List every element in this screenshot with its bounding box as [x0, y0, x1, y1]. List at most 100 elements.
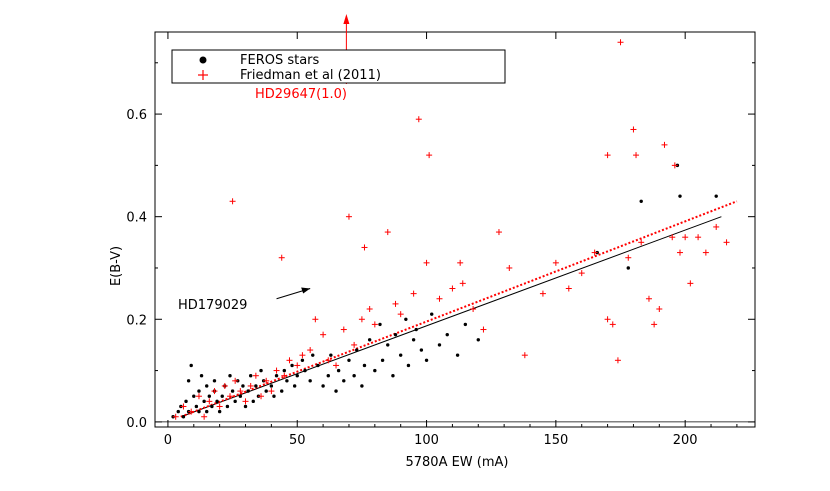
legend-label-feros: FEROS stars	[240, 53, 320, 68]
friedman-point	[609, 321, 616, 328]
friedman-point	[366, 306, 373, 313]
friedman-point	[294, 362, 301, 369]
feros-point	[272, 394, 276, 398]
friedman-point	[415, 116, 422, 123]
feros-point	[176, 409, 180, 414]
feros-point	[360, 384, 364, 388]
feros-point	[233, 399, 237, 404]
feros-point	[197, 409, 201, 414]
friedman-point	[392, 300, 399, 307]
feros-point	[386, 343, 390, 347]
friedman-point	[340, 326, 347, 333]
friedman-point	[651, 321, 658, 328]
feros-point	[411, 338, 416, 342]
fit-lines	[180, 200, 738, 418]
friedman-point	[273, 367, 280, 374]
friedman-point	[687, 280, 694, 287]
feros-point	[380, 358, 385, 363]
feros-point	[362, 363, 367, 368]
feros-point	[393, 332, 398, 337]
feros-point	[189, 363, 193, 368]
friedman-point	[371, 321, 378, 328]
feros-point	[303, 368, 307, 373]
friedman-point	[237, 388, 244, 395]
feros-point	[181, 415, 186, 419]
friedman-point	[625, 254, 632, 261]
x-tick-label: 200	[673, 433, 698, 448]
friedman-point	[645, 295, 652, 302]
feros-point	[336, 368, 341, 373]
feros-point	[639, 199, 643, 203]
feros-point	[334, 389, 338, 393]
hd29647-label: HD29647(1.0)	[255, 87, 347, 102]
friedman-point	[495, 229, 502, 236]
feros-point	[192, 394, 196, 398]
friedman-point	[457, 259, 464, 266]
feros-point	[342, 379, 346, 383]
feros-point	[352, 374, 356, 378]
friedman-point	[552, 259, 559, 266]
plot-frame	[154, 31, 756, 428]
feros-point	[199, 374, 204, 378]
friedman-point	[384, 229, 391, 236]
feros-point	[455, 353, 460, 357]
feros-point	[246, 389, 250, 393]
feros-point	[414, 327, 418, 332]
feros-point	[254, 384, 258, 388]
friedman-point	[172, 413, 179, 420]
friedman-point	[506, 264, 513, 271]
data-points	[171, 39, 730, 420]
friedman-point	[307, 347, 314, 354]
friedman-point	[263, 377, 270, 384]
feros-point	[251, 399, 255, 404]
friedman-fit-line	[180, 200, 738, 418]
friedman-point	[206, 398, 213, 405]
feros-point	[290, 363, 294, 368]
friedman-point	[299, 352, 306, 359]
friedman-point	[702, 249, 709, 256]
friedman-point	[449, 285, 456, 292]
feros-point	[398, 353, 403, 357]
y-tick-label: 0.6	[126, 108, 147, 123]
feros-point	[329, 353, 333, 357]
friedman-point	[211, 388, 218, 395]
hd29647-arrowhead	[343, 14, 350, 24]
feros-point	[194, 404, 199, 409]
friedman-point	[351, 341, 358, 348]
x-axis-title: 5780A EW (mA)	[405, 455, 508, 470]
friedman-point	[286, 357, 293, 364]
friedman-point	[312, 316, 319, 323]
friedman-point	[268, 388, 275, 395]
feros-point	[419, 348, 424, 352]
friedman-point	[669, 234, 676, 241]
feros-point	[311, 353, 315, 357]
feros-point	[437, 343, 442, 347]
feros-point	[316, 363, 320, 368]
friedman-point	[661, 141, 668, 148]
legend-marker-friedman	[198, 70, 208, 80]
feros-point	[228, 374, 232, 378]
friedman-point	[723, 239, 730, 246]
friedman-point	[221, 382, 228, 389]
hd179029-label: HD179029	[178, 298, 247, 313]
friedman-point	[480, 326, 487, 333]
friedman-point	[281, 372, 288, 379]
friedman-point	[258, 393, 265, 400]
friedman-point	[630, 126, 637, 133]
feros-point	[300, 358, 305, 363]
feros-point	[274, 374, 279, 378]
feros-point	[406, 363, 411, 368]
feros-point	[217, 409, 222, 414]
friedman-point	[638, 239, 645, 246]
feros-point	[264, 389, 268, 393]
friedman-point	[232, 377, 239, 384]
feros-point	[202, 399, 206, 404]
friedman-point	[333, 362, 340, 369]
feros-point	[205, 384, 209, 388]
legend: FEROS stars Friedman et al (2011)	[171, 49, 506, 84]
feros-fit-line	[180, 216, 722, 418]
friedman-point	[633, 152, 640, 159]
x-tick-label: 150	[543, 433, 568, 448]
friedman-point	[325, 357, 332, 364]
ticks-layer: 0 50 100 150 200 0.0 0.2 0.4 0.6	[126, 32, 755, 448]
